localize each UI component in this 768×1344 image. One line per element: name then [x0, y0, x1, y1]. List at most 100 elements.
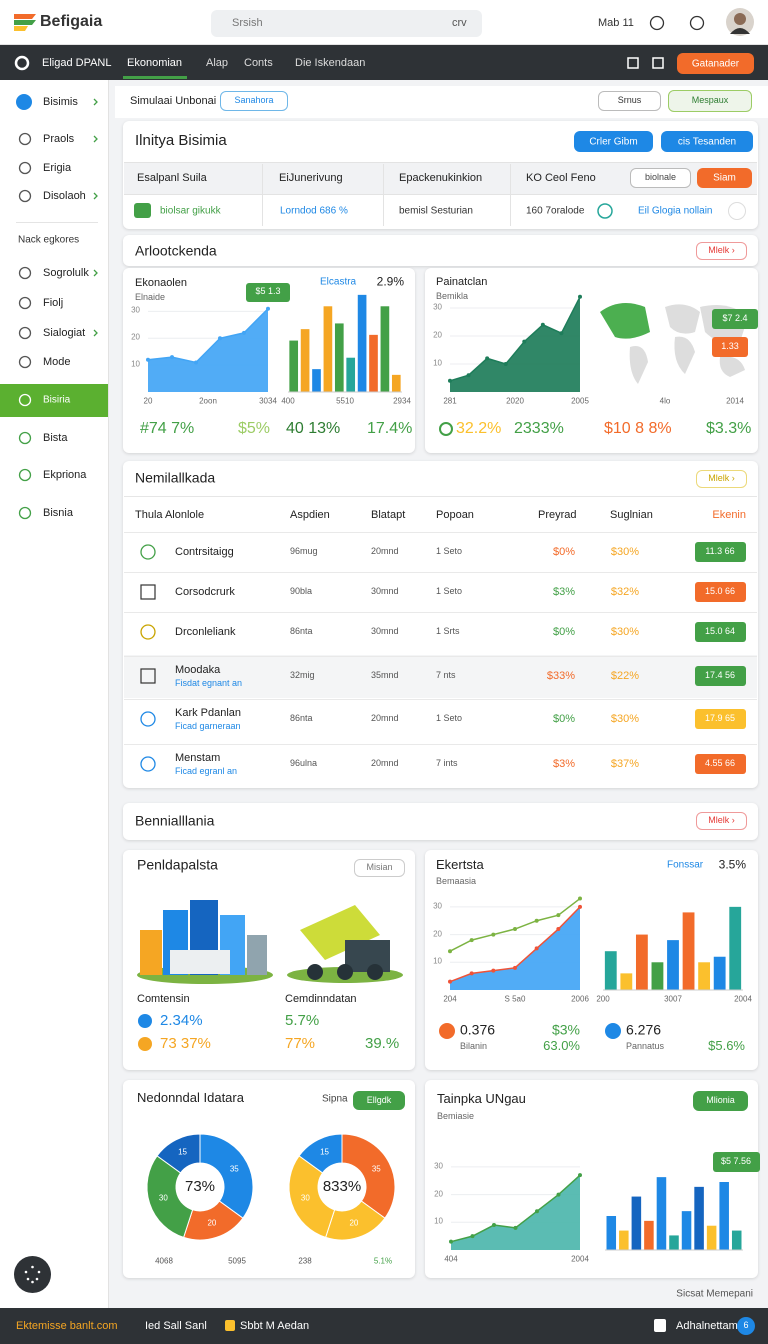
sidebar-item[interactable]: Sogrolulk — [43, 266, 89, 279]
stat: 40 13% — [286, 420, 341, 438]
area-chart — [448, 294, 582, 392]
segment-label: 15 — [320, 1147, 329, 1157]
row-cell: $0% — [552, 545, 575, 558]
row-divider — [124, 699, 757, 700]
button[interactable] — [696, 242, 747, 260]
button[interactable] — [696, 812, 747, 830]
button[interactable] — [598, 91, 661, 111]
column-header: Epackenukinkion — [399, 171, 483, 184]
button[interactable] — [677, 53, 754, 74]
sidebar-icon — [16, 94, 32, 110]
avatar-body — [730, 28, 750, 34]
button[interactable] — [354, 859, 405, 877]
button[interactable] — [661, 131, 753, 152]
button-label[interactable]: Sanahora — [234, 95, 274, 106]
footer-item[interactable]: Sbbt M Aedan — [240, 1319, 310, 1332]
button[interactable] — [353, 1091, 405, 1110]
sidebar-item[interactable]: Bisiria — [43, 394, 71, 406]
x-tick-label: 2004 — [571, 1254, 589, 1264]
sidebar-icon — [18, 266, 32, 280]
sidebar-item[interactable]: Erigia — [43, 161, 72, 174]
sidebar-icon — [18, 161, 32, 175]
row-divider — [124, 572, 757, 573]
bar — [731, 1230, 742, 1250]
segment-label: 35 — [229, 1164, 239, 1174]
nav-tab[interactable]: Alap — [206, 56, 229, 69]
button[interactable] — [574, 131, 653, 152]
footer-link[interactable]: Ektemisse banlt.com — [16, 1319, 118, 1332]
nav-bar — [0, 45, 768, 80]
button-label[interactable]: biolnale — [644, 172, 677, 183]
dot — [605, 1023, 621, 1039]
button[interactable] — [630, 168, 691, 188]
button-label[interactable]: Crler Gibm — [589, 136, 638, 147]
y-tick-label: 10 — [434, 1216, 443, 1226]
button-label[interactable]: Mlelk › — [708, 245, 735, 256]
sidebar-item[interactable]: Fiolj — [43, 296, 64, 309]
button[interactable] — [693, 1091, 748, 1111]
bar — [631, 1196, 642, 1250]
badge-label: 15.0 66 — [704, 586, 736, 597]
x-tick-label: 2020 — [506, 396, 524, 406]
point — [513, 927, 517, 932]
sidebar-item[interactable]: Sialogiat — [43, 326, 86, 339]
panel-subtitle: Elnaide — [135, 292, 166, 303]
row-cell: 1 Seto — [436, 713, 463, 724]
button-label[interactable]: Mlionia — [706, 1095, 735, 1106]
button[interactable] — [697, 168, 752, 188]
button-label[interactable]: Mlelk › — [708, 473, 735, 484]
sidebar-item[interactable]: Bista — [43, 431, 68, 444]
segment-label: 30 — [300, 1193, 310, 1203]
column-header: Blatapt — [371, 508, 406, 521]
row-cell: $0% — [552, 712, 575, 725]
button[interactable] — [220, 91, 288, 111]
row-divider — [124, 744, 757, 745]
nav-tab[interactable]: Conts — [244, 56, 273, 69]
floating-button[interactable] — [14, 1256, 51, 1293]
point — [466, 373, 471, 378]
dot — [138, 1014, 152, 1028]
search-placeholder: Srsish — [232, 16, 263, 29]
sidebar-item[interactable]: Bisimis — [43, 95, 78, 108]
badge-label: $5 1.3 — [255, 286, 281, 297]
button-label[interactable]: Siam — [713, 172, 736, 184]
nav-icon — [14, 55, 30, 71]
glyph — [18, 468, 32, 482]
sidebar-item[interactable]: Ekpriona — [43, 468, 87, 481]
button-label[interactable]: Ellgdk — [366, 1094, 392, 1105]
stat: 5.7% — [285, 1011, 320, 1029]
sidebar-icon — [18, 326, 32, 340]
row-more[interactable] — [728, 202, 746, 220]
segment-label: 20 — [207, 1218, 217, 1228]
button-label[interactable]: Mlelk › — [708, 815, 735, 826]
panel-title: Ekonaolen — [135, 276, 187, 289]
sidebar-item[interactable]: Mode — [43, 355, 71, 368]
sidebar-item[interactable]: Praols — [43, 132, 75, 145]
row-cell: $33% — [546, 669, 575, 682]
nav-tab[interactable]: Ekonomian — [127, 56, 183, 69]
nav-tab[interactable]: Die Iskendaan — [295, 56, 366, 69]
button-label[interactable]: Gatanader — [691, 58, 740, 69]
point — [448, 979, 452, 984]
row-name: Contrsitaigg — [175, 545, 234, 558]
area — [451, 1175, 580, 1250]
row-cell: 86nta — [290, 713, 313, 724]
row-cell: $30% — [610, 545, 639, 558]
footer-item[interactable]: Adhalnettam — [676, 1319, 738, 1332]
row-icon — [597, 203, 613, 219]
row-cell: 20mnd — [371, 713, 399, 724]
badge-label: 17.4 56 — [704, 670, 736, 681]
row-name: Corsodcrurk — [175, 585, 235, 598]
footer-item[interactable]: Ied Sall Sanl — [145, 1319, 207, 1332]
button-label[interactable]: Misian — [366, 862, 393, 873]
search-box[interactable] — [211, 10, 482, 37]
sidebar-item[interactable]: Disolaoh — [43, 189, 86, 202]
button[interactable] — [696, 470, 747, 488]
sidebar-item[interactable]: Bisnia — [43, 506, 73, 519]
button-label[interactable]: cis Tesanden — [677, 136, 737, 147]
button-label[interactable]: Srnus — [617, 95, 642, 106]
button[interactable] — [668, 90, 752, 112]
button-label[interactable]: Mespaux — [691, 95, 729, 106]
building — [247, 935, 267, 975]
glyph — [18, 393, 32, 407]
